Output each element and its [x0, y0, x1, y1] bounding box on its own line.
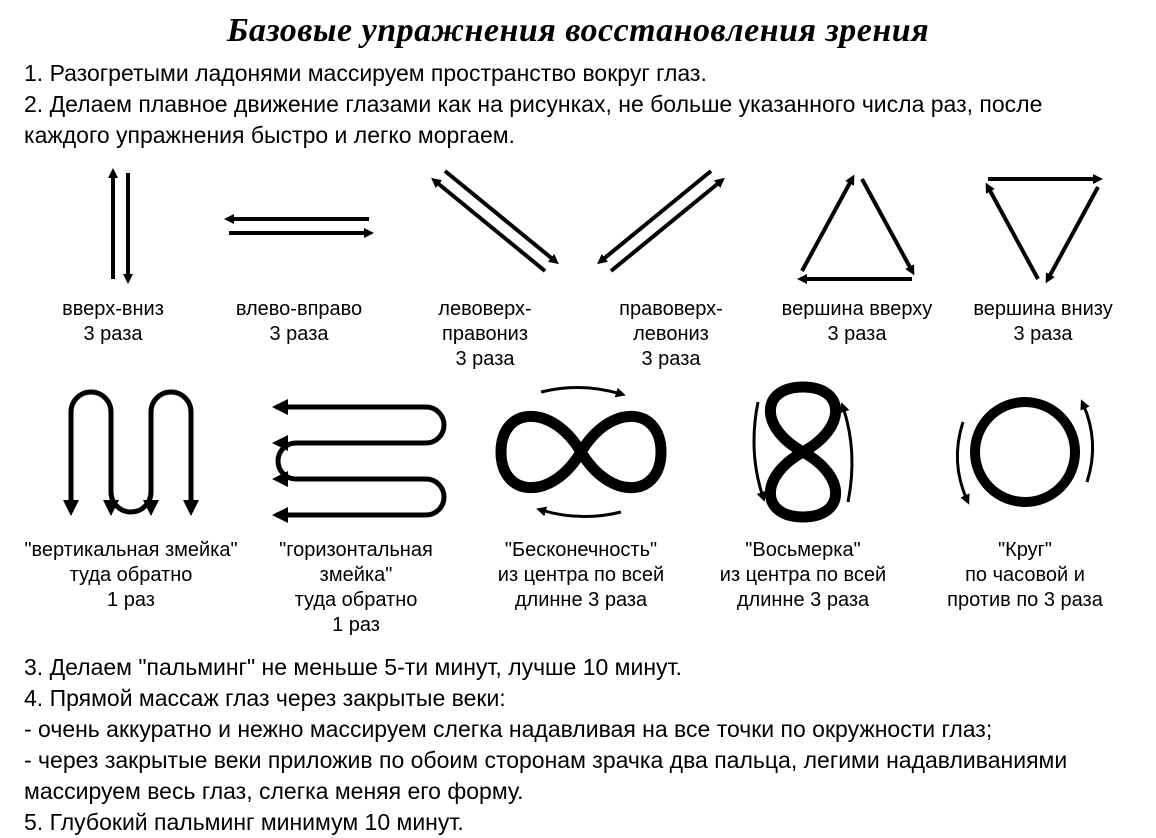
exercises-row-2: "вертикальная змейка"туда обратно1 раз "… [24, 372, 1132, 638]
cell-triangle-down: вершина внизу3 раза [954, 161, 1132, 372]
cell-h-snake: "горизонтальная змейка"туда обратно1 раз [246, 372, 466, 638]
cell-up-down: вверх-вниз3 раза [24, 161, 202, 372]
footer-instructions: 3. Делаем "пальминг" не меньше 5-ти мину… [24, 652, 1132, 838]
cell-diag-rt-lb: правоверх-левониз3 раза [582, 161, 760, 372]
label-v-snake: "вертикальная змейка"туда обратно1 раз [24, 538, 237, 613]
cell-diag-lt-rb: левоверх-правониз3 раза [396, 161, 574, 372]
label-triangle-up: вершина вверху3 раза [782, 297, 933, 347]
instructions-block: 1. Разогретыми ладонями массируем простр… [24, 58, 1132, 151]
label-infinity: "Бесконечность"из центра по всейдлинне 3… [498, 538, 664, 613]
diagram-circle [935, 372, 1115, 532]
label-h-snake: "горизонтальная змейка"туда обратно1 раз [246, 538, 466, 638]
label-eight: "Восьмерка"из центра по всейдлинне 3 раз… [720, 538, 886, 613]
cell-infinity: "Бесконечность"из центра по всейдлинне 3… [474, 372, 688, 638]
diagram-v-snake [41, 372, 221, 532]
diagram-diag-lt-rb [405, 161, 565, 291]
diagram-up-down [63, 161, 163, 291]
diagram-triangle-down [963, 161, 1123, 291]
cell-circle: "Круг"по часовой ипротив по 3 раза [918, 372, 1132, 638]
label-circle: "Круг"по часовой ипротив по 3 раза [947, 538, 1103, 613]
diagram-triangle-up [777, 161, 937, 291]
label-up-down: вверх-вниз3 раза [62, 297, 164, 347]
label-triangle-down: вершина внизу3 раза [973, 297, 1112, 347]
diagram-h-snake [246, 372, 466, 532]
cell-v-snake: "вертикальная змейка"туда обратно1 раз [24, 372, 238, 638]
diagram-left-right [219, 161, 379, 291]
diagram-eight [723, 372, 883, 532]
diagram-infinity [481, 372, 681, 532]
cell-left-right: влево-вправо3 раза [210, 161, 388, 372]
cell-eight: "Восьмерка"из центра по всейдлинне 3 раз… [696, 372, 910, 638]
diagram-diag-rt-lb [591, 161, 751, 291]
page-title: Базовые упражнения восстановления зрения [24, 12, 1132, 50]
label-diag-lt-rb: левоверх-правониз3 раза [396, 297, 574, 372]
label-left-right: влево-вправо3 раза [236, 297, 362, 347]
cell-triangle-up: вершина вверху3 раза [768, 161, 946, 372]
label-diag-rt-lb: правоверх-левониз3 раза [582, 297, 760, 372]
exercises-row-1: вверх-вниз3 раза влево-вправо3 раза лево… [24, 161, 1132, 372]
